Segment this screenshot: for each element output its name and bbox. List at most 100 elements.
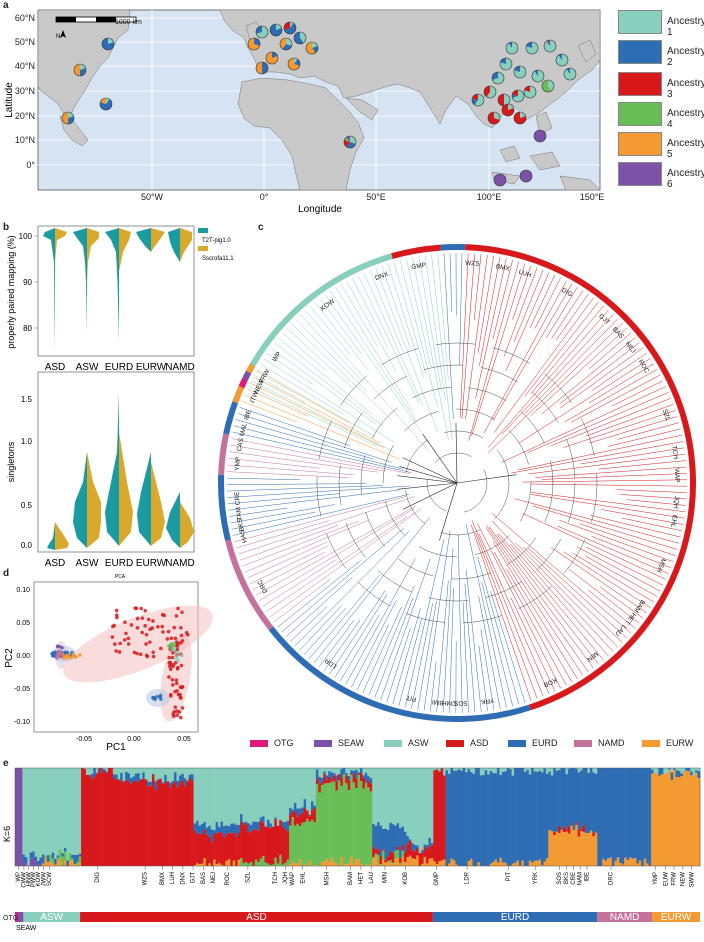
structure-segment <box>276 768 280 826</box>
structure-segment <box>494 768 498 774</box>
structure-segment <box>105 773 109 866</box>
tree-branch <box>392 608 421 704</box>
structure-segment <box>636 863 640 866</box>
map-pie-slice <box>262 62 268 74</box>
structure-segment <box>291 768 295 810</box>
map-pie-outline <box>533 129 547 143</box>
structure-segment <box>342 864 346 866</box>
tree-branch <box>496 533 599 665</box>
tree-branch <box>295 318 367 392</box>
svg-text:0.00: 0.00 <box>16 653 30 660</box>
structure-segment <box>406 836 410 844</box>
structure-segment <box>631 858 635 866</box>
structure-segment <box>174 772 177 782</box>
structure-segment <box>76 861 79 866</box>
tree-branch <box>424 255 446 400</box>
structure-segment <box>112 768 116 775</box>
tree-label-ymp: YMP <box>234 457 242 472</box>
structure-segment <box>377 822 380 850</box>
tree-branch <box>506 568 573 683</box>
tree-branch <box>324 294 422 432</box>
structure-segment <box>433 768 437 771</box>
tree-branch <box>492 283 573 421</box>
structure-segment <box>467 769 471 862</box>
structure-segment <box>323 861 326 866</box>
tree-branch <box>501 314 614 435</box>
svg-text:0°: 0° <box>26 160 35 170</box>
tree-branch <box>510 597 556 692</box>
structure-group-eurd <box>432 912 598 922</box>
structure-segment <box>364 782 368 784</box>
map-pie-slice <box>284 22 290 30</box>
tree-branch <box>244 394 400 460</box>
tree-branch <box>531 483 687 487</box>
tree-branch <box>531 492 686 513</box>
svg-text:ASD: ASD <box>45 558 66 567</box>
structure-segment <box>237 859 241 866</box>
structure-segment <box>553 835 556 866</box>
structure-segment <box>345 768 349 773</box>
structure-segment <box>247 863 251 866</box>
pca-ellipse-asd1 <box>63 605 213 683</box>
structure-segment <box>386 856 390 862</box>
map-pie-outline <box>471 93 485 107</box>
tree-ring-eurd <box>268 626 531 722</box>
tree-inner-arc <box>404 430 510 536</box>
structure-segment <box>315 865 319 866</box>
structure-segment <box>120 768 123 773</box>
structure-segment <box>389 851 393 861</box>
structure-segment <box>125 768 128 772</box>
structure-segment <box>614 768 618 861</box>
structure-segment <box>78 768 82 854</box>
structure-segment <box>164 768 167 775</box>
structure-segment <box>340 785 344 858</box>
structure-segment <box>284 863 287 866</box>
structure-seaw-label: SEAW <box>16 925 37 932</box>
tree-branch <box>273 579 331 623</box>
tree-label-wzs: WZS <box>465 260 481 268</box>
structure-segment <box>95 772 99 774</box>
tree-branch <box>563 410 676 448</box>
structure-segment <box>680 773 684 777</box>
structure-group-label-asd: ASD <box>246 912 267 923</box>
svg-text:ASW: ASW <box>76 558 99 567</box>
tree-branch <box>461 253 475 419</box>
tree-branch <box>227 477 301 480</box>
structure-pop-new: NEW <box>680 872 686 886</box>
structure-segment <box>208 768 212 826</box>
structure-segment <box>303 822 307 865</box>
legend-seaw-label: SEAW <box>338 738 365 748</box>
structure-segment <box>384 862 388 866</box>
svg-text:1.0: 1.0 <box>21 437 33 446</box>
map-pie-slice <box>520 112 526 118</box>
map-pie-slice <box>102 38 115 50</box>
structure-segment <box>301 768 304 808</box>
map-pie-outline <box>499 57 513 71</box>
map-pie-slice <box>74 64 80 76</box>
structure-segment <box>518 768 522 866</box>
structure-segment <box>230 823 234 834</box>
tree-branch <box>459 253 469 418</box>
structure-segment <box>139 768 143 780</box>
tree-label-msh: MSH <box>655 557 667 573</box>
structure-segment <box>311 810 314 820</box>
structure-segment <box>85 774 89 866</box>
structure-segment <box>15 768 18 866</box>
structure-segment <box>575 822 578 825</box>
structure-segment <box>413 844 417 852</box>
panel-label-e: e <box>3 758 9 769</box>
structure-segment <box>176 768 180 781</box>
map-pie-slice <box>556 54 568 67</box>
structure-segment <box>389 863 393 866</box>
tree-branch <box>437 253 449 380</box>
structure-segment <box>208 836 212 864</box>
tree-branch <box>443 253 454 420</box>
tree-branch <box>470 524 532 701</box>
structure-segment <box>594 768 598 774</box>
structure-segment <box>274 768 278 818</box>
structure-segment <box>71 858 75 862</box>
pca-point-asd <box>118 641 122 646</box>
structure-segment <box>105 771 109 774</box>
map-pie-slice <box>62 112 68 124</box>
structure-segment <box>401 826 405 846</box>
